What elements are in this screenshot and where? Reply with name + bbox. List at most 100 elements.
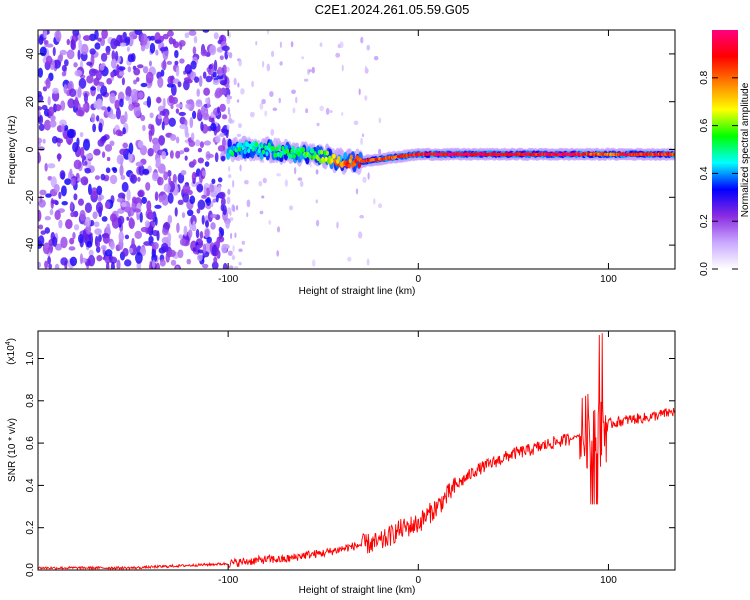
noise-blob (155, 262, 161, 269)
noise-blob (166, 83, 174, 88)
noise-blob (133, 105, 142, 118)
noise-blob (92, 123, 97, 133)
noise-blob (220, 155, 226, 162)
noise-blob (135, 161, 143, 167)
noise-blob (122, 247, 129, 257)
noise-blob (172, 41, 180, 49)
noise-blob (227, 51, 230, 56)
noise-blob (134, 30, 143, 36)
noise-blob (227, 250, 233, 256)
noise-blob (335, 52, 341, 58)
noise-blob (104, 201, 111, 209)
noise-blob (249, 111, 255, 118)
snr-panel: -100 0 100 0.0 0.2 0.4 0.6 0.8 1.0 Height of str… (5, 330, 676, 596)
noise-blob (203, 186, 207, 198)
ridge-core (240, 149, 244, 155)
noise-blob (264, 110, 268, 117)
noise-blob (204, 161, 210, 167)
noise-blob (199, 141, 205, 149)
noise-blob (378, 203, 383, 209)
noise-blob (110, 241, 115, 250)
noise-blob (140, 82, 148, 88)
noise-blob (100, 52, 108, 62)
noise-blob (197, 157, 205, 164)
noise-blob (361, 133, 365, 138)
noise-blob (54, 104, 62, 112)
noise-blob (199, 231, 204, 239)
noise-blob (69, 201, 74, 211)
noise-blob (98, 122, 103, 133)
colorbar-tick-label: 0.6 (699, 118, 710, 132)
noise-blob (206, 236, 212, 244)
ridge-core (330, 158, 334, 164)
noise-blob (90, 219, 95, 227)
noise-blob (101, 216, 108, 222)
noise-blob (69, 88, 77, 97)
noise-blob (224, 50, 229, 60)
noise-blob (145, 71, 154, 84)
ridge-core (297, 151, 301, 157)
noise-blob (270, 50, 275, 58)
noise-blob (159, 259, 166, 267)
noise-blob (54, 263, 60, 269)
noise-blob (137, 91, 144, 99)
noise-blob (42, 243, 50, 249)
noise-blob (168, 176, 172, 185)
noise-blob (246, 212, 249, 218)
noise-blob (162, 33, 169, 40)
noise-blob (276, 250, 280, 257)
noise-blob (69, 237, 75, 245)
noise-blob (159, 110, 166, 116)
noise-blob (179, 238, 186, 246)
noise-blob (128, 151, 133, 163)
noise-blob (217, 184, 222, 194)
noise-blob (167, 232, 172, 243)
noise-blob (148, 212, 154, 220)
noise-blob (136, 77, 140, 82)
noise-blob (47, 96, 51, 106)
noise-blob (122, 142, 129, 149)
noise-blob (190, 60, 197, 70)
noise-blob (38, 110, 41, 118)
noise-blob (227, 106, 230, 115)
noise-blob (116, 197, 124, 203)
noise-blob (212, 198, 217, 203)
noise-blob (93, 221, 100, 228)
noise-blob (360, 36, 364, 44)
noise-blob (70, 211, 75, 218)
noise-blob (54, 243, 63, 251)
ridge-core (264, 145, 268, 151)
noise-blob (163, 171, 169, 181)
noise-blob (226, 97, 231, 105)
noise-blob (177, 172, 185, 184)
noise-blob (149, 35, 156, 41)
noise-blob (140, 33, 148, 46)
noise-blob (140, 114, 146, 122)
noise-blob (142, 168, 150, 175)
noise-blob (137, 140, 144, 149)
noise-blob (228, 120, 234, 124)
noise-blob (109, 256, 118, 264)
noise-blob (70, 177, 76, 187)
noise-blob (378, 117, 382, 124)
noise-blob (337, 44, 341, 49)
noise-blob (196, 183, 204, 193)
noise-blob (58, 138, 63, 144)
spectrogram-xlabel: Height of straight line (km) (299, 286, 416, 297)
noise-blob (366, 258, 370, 266)
spectrogram-ytick-label: -40 (25, 237, 36, 252)
noise-blob (227, 188, 231, 195)
noise-blob (38, 106, 43, 111)
noise-blob (155, 49, 159, 56)
noise-blob (78, 39, 83, 52)
noise-blob (315, 169, 319, 175)
noise-blob (49, 119, 57, 128)
noise-blob (196, 88, 201, 97)
noise-blob (119, 164, 124, 177)
snr-ytick-label: 0.0 (25, 563, 36, 577)
snr-ytick-label: 0.6 (25, 436, 36, 450)
noise-blob (200, 48, 208, 57)
noise-blob (128, 247, 134, 254)
noise-blob (119, 98, 124, 108)
noise-blob (233, 266, 239, 269)
